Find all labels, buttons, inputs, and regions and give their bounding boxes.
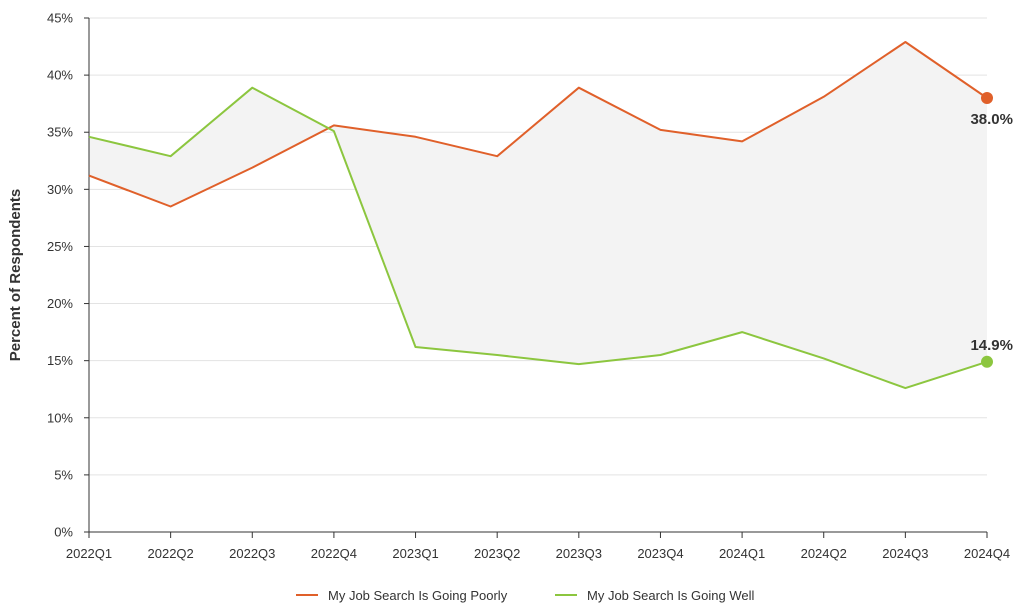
y-tick-label: 35% xyxy=(47,125,73,140)
end-labels: 38.0% 14.9% xyxy=(970,111,1013,354)
legend-label: My Job Search Is Going Well xyxy=(587,588,754,603)
x-tick-label: 2022Q3 xyxy=(229,546,275,561)
y-tick-label: 20% xyxy=(47,296,73,311)
x-tick-label: 2023Q1 xyxy=(392,546,438,561)
x-tick-label: 2022Q2 xyxy=(148,546,194,561)
x-tick-label: 2023Q2 xyxy=(474,546,520,561)
y-tick-label: 5% xyxy=(54,467,73,482)
gap-area xyxy=(89,42,987,389)
x-tick-label: 2022Q4 xyxy=(311,546,357,561)
y-tick-label: 0% xyxy=(54,525,73,540)
end-value-label: 38.0% xyxy=(970,111,1013,128)
y-tick-label: 40% xyxy=(47,68,73,83)
axes: 0% 5% 10% 15% 20% 25% 30% 35% 40% 45% 2022Q1 2022Q2… xyxy=(47,11,1010,562)
x-tick-label: 2024Q3 xyxy=(882,546,928,561)
y-tick-label: 15% xyxy=(47,353,73,368)
end-point-marker xyxy=(981,355,993,368)
gap-fill-area xyxy=(89,42,987,389)
end-value-label: 14.9% xyxy=(970,337,1013,354)
y-tick-label: 45% xyxy=(47,11,73,26)
x-tick-label: 2023Q4 xyxy=(637,546,683,561)
y-tick-label: 30% xyxy=(47,182,73,197)
y-axis-title: Percent of Respondents xyxy=(7,189,24,362)
x-tick-label: 2024Q1 xyxy=(719,546,765,561)
x-tick-label: 2024Q4 xyxy=(964,546,1010,561)
x-tick-label: 2024Q2 xyxy=(801,546,847,561)
y-tick-label: 25% xyxy=(47,239,73,254)
x-tick-label: 2023Q3 xyxy=(556,546,602,561)
series-lines xyxy=(88,41,993,390)
legend: My Job Search Is Going Poorly My Job Sear… xyxy=(296,588,754,603)
y-tick-label: 10% xyxy=(47,410,73,425)
end-point-marker xyxy=(981,91,993,104)
series-line-well xyxy=(88,86,988,390)
x-tick-label: 2022Q1 xyxy=(66,546,112,561)
series-line-poorly xyxy=(88,41,988,208)
legend-label: My Job Search Is Going Poorly xyxy=(328,588,508,603)
